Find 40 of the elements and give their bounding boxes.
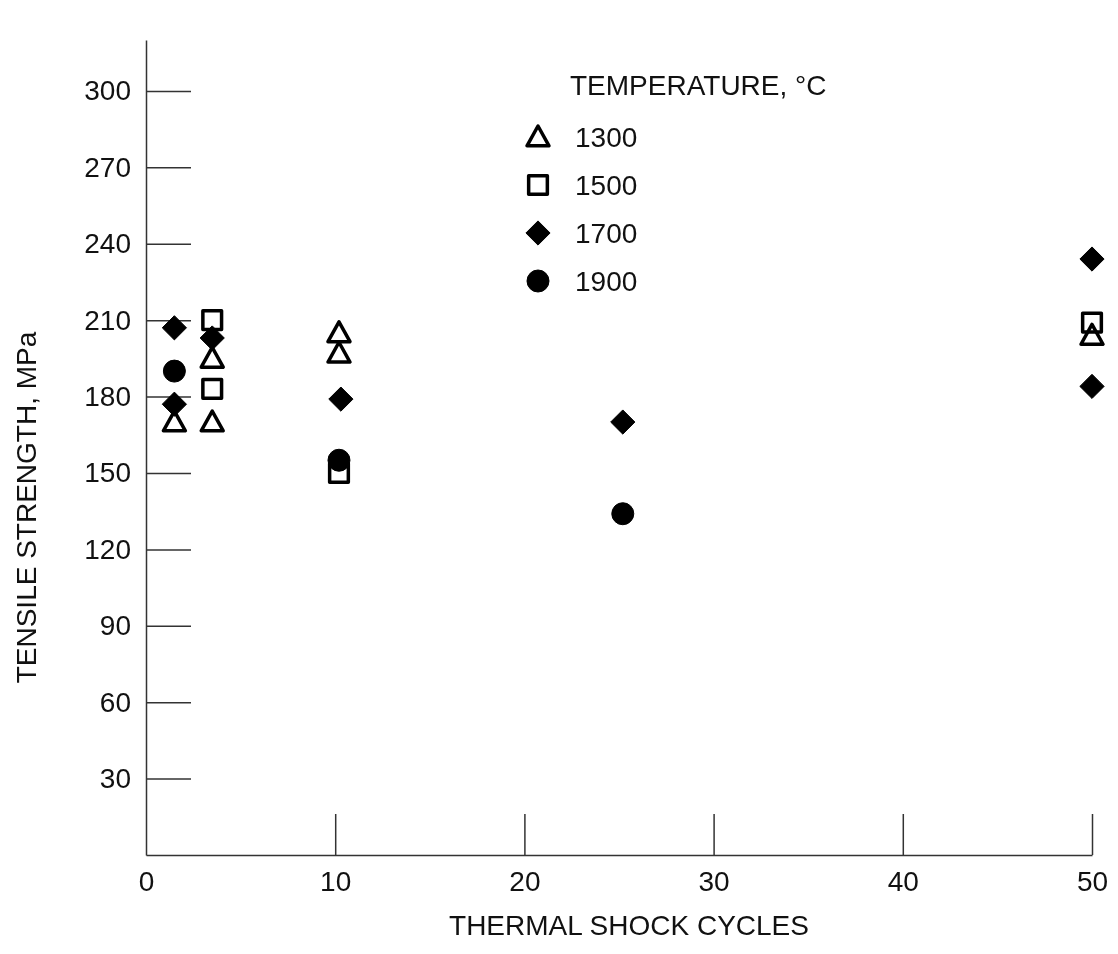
point <box>327 448 351 472</box>
x-tick-label: 20 <box>509 865 541 897</box>
x-axis-title: THERMAL SHOCK CYCLES <box>449 910 809 941</box>
y-tick-label: 300 <box>84 75 131 107</box>
point <box>326 340 352 364</box>
point <box>199 325 225 351</box>
y-tick-label: 90 <box>99 610 131 642</box>
point <box>199 409 225 433</box>
y-tick-label: 30 <box>99 763 131 795</box>
legend-label: 1900 <box>575 265 638 297</box>
point <box>1079 373 1105 399</box>
x-tick-label: 0 <box>138 865 155 897</box>
y-axis-title: TENSILE STRENGTH, MPa <box>11 331 42 684</box>
x-tick-label: 10 <box>320 865 352 897</box>
y-tick-label: 210 <box>84 304 131 336</box>
x-tick-label: 50 <box>1076 865 1109 897</box>
point <box>1079 246 1105 272</box>
x-tick-label: 30 <box>698 865 730 897</box>
point <box>328 386 354 412</box>
legend-label: 1700 <box>575 217 638 249</box>
y-tick-label: 240 <box>84 228 131 260</box>
point <box>326 320 352 344</box>
point <box>611 502 635 526</box>
y-tick-label: 150 <box>84 457 131 489</box>
point <box>201 377 224 401</box>
point <box>610 409 636 435</box>
y-tick-label: 180 <box>84 381 131 413</box>
legend-label: 1300 <box>575 121 638 153</box>
legend-title: TEMPERATURE, °C <box>570 69 827 101</box>
legend-label: 1500 <box>575 169 638 201</box>
y-tick-label: 60 <box>99 686 131 718</box>
y-tick-label: 270 <box>84 151 131 183</box>
point <box>1080 311 1104 334</box>
point <box>161 315 187 341</box>
x-tick-label: 40 <box>887 865 919 897</box>
point <box>201 309 224 332</box>
point <box>161 391 187 417</box>
y-tick-label: 120 <box>84 533 131 565</box>
point <box>162 359 186 383</box>
point <box>1079 322 1105 346</box>
